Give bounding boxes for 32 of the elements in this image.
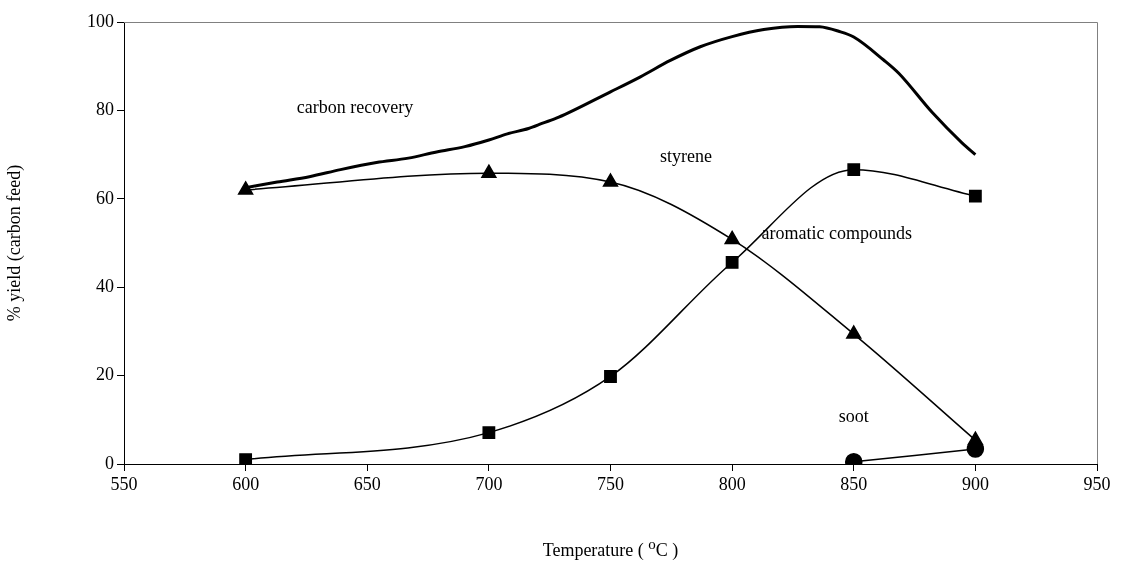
text: carbon recovery [296, 96, 414, 117]
x-tick-label: 650 [353, 473, 381, 494]
point [847, 163, 861, 177]
point [967, 431, 984, 445]
point [239, 453, 253, 464]
y-tick-label: 20 [96, 364, 114, 385]
x-tick-label: 850 [840, 473, 868, 494]
y-tick-label: 60 [96, 187, 114, 208]
point [602, 173, 619, 187]
y-tick-label: 100 [87, 10, 114, 31]
x-tick-label: 950 [1083, 473, 1111, 494]
x-tick-label: 750 [597, 473, 624, 494]
y-tick-label: 40 [96, 275, 114, 296]
series-label: aromatic compounds [761, 222, 912, 243]
y-axis-title: % yield (carbon feed) [3, 164, 25, 322]
x-axis-title: Temperature ( $^{o}$C ) [541, 536, 680, 561]
x-tick-label: 900 [961, 473, 989, 494]
x-tick-label: 700 [475, 473, 503, 494]
point [968, 189, 982, 203]
point [481, 164, 497, 178]
y-tick-label: 0 [105, 452, 114, 473]
point [724, 230, 740, 245]
point [604, 370, 617, 383]
x-tick-label: 550 [110, 473, 138, 494]
series-label: styrene [659, 145, 712, 166]
x-tick-label: 800 [718, 473, 746, 494]
point [725, 256, 739, 269]
point [482, 426, 496, 440]
y-tick-label: 80 [96, 99, 114, 120]
series-label: soot [838, 406, 869, 427]
point [846, 325, 862, 339]
x-tick-label: 600 [232, 473, 260, 494]
